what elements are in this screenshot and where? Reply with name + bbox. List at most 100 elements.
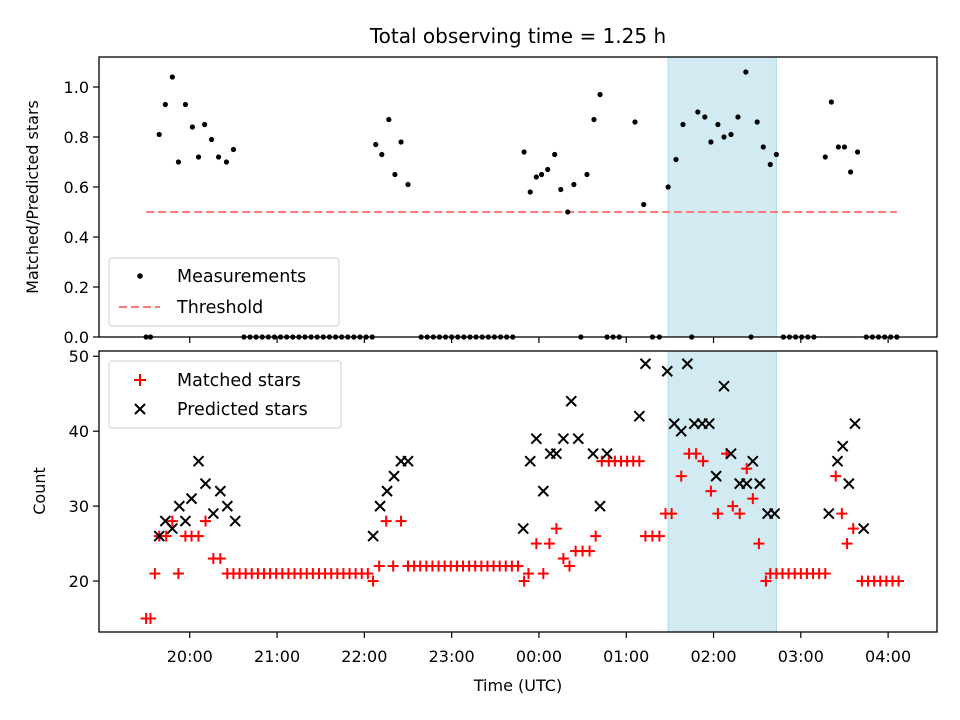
matched-star-point <box>522 568 534 580</box>
highlight-span-rect <box>667 56 777 338</box>
y-tick-label: 0.2 <box>64 278 89 297</box>
predicted-star-point <box>173 500 186 512</box>
bottom-legend-box <box>108 360 342 429</box>
predicted-star-point <box>572 432 584 445</box>
measurement-point <box>521 149 527 155</box>
top-y-axis-label: Matched/Predicted stars <box>23 100 42 294</box>
matched-star-point <box>512 560 524 572</box>
y-tick-label: 30 <box>69 497 89 516</box>
measurement-point <box>162 101 168 108</box>
measurement-point <box>182 101 189 108</box>
highlight-span-rect <box>667 350 777 633</box>
measurement-point <box>715 121 721 128</box>
measurement-point <box>665 184 671 190</box>
matched-star-point <box>199 515 211 527</box>
predicted-star-point <box>550 447 563 460</box>
predicted-star-point <box>530 432 543 445</box>
predicted-star-point <box>524 455 536 467</box>
matched-star-point <box>387 560 399 572</box>
measurement-point <box>230 146 237 153</box>
measurement-point <box>591 116 597 123</box>
matched-star-point <box>395 515 407 527</box>
x-tick-label: 04:00 <box>865 647 911 666</box>
y-tick-label: 20 <box>69 572 89 591</box>
predicted-stars-points <box>153 358 870 542</box>
bottom-x-ticks: 20:00 21:00 22:00 23:00 00:00 01:00 02:00 03:00… <box>167 632 911 666</box>
predicted-star-point <box>639 358 652 370</box>
predicted-star-point <box>823 507 835 520</box>
predicted-star-point <box>374 500 386 512</box>
matched-star-point <box>160 530 172 542</box>
y-tick-label: 40 <box>69 422 89 441</box>
top-panel: 0.0 0.2 0.4 0.6 0.8 1.0 Matched/Predicted sta… <box>23 56 938 347</box>
matched-star-point <box>747 493 759 505</box>
measurement-point <box>597 91 603 98</box>
measurement-point <box>835 144 841 150</box>
measurement-point <box>754 119 760 125</box>
predicted-star-point <box>661 365 673 377</box>
predicted-star-point <box>831 455 844 467</box>
matched-star-point <box>847 523 859 535</box>
measurement-point <box>202 121 208 128</box>
legend-predicted-marker <box>134 403 146 415</box>
matched-star-point <box>543 538 555 550</box>
x-tick-label: 01:00 <box>603 647 649 666</box>
measurement-point <box>673 156 679 163</box>
measurement-point <box>847 169 854 175</box>
bottom-legend: Matched stars Predicted stars <box>108 360 342 429</box>
predicted-star-point <box>601 447 613 460</box>
measurement-point <box>584 171 590 178</box>
y-tick-label: 0.4 <box>64 228 89 247</box>
predicted-star-point <box>517 522 529 535</box>
predicted-star-point <box>725 447 737 460</box>
matched-star-point <box>149 568 161 580</box>
matched-stars-points <box>140 448 905 625</box>
top-plot-frame <box>98 56 938 338</box>
measurement-point <box>215 154 222 160</box>
measurement-point <box>189 124 196 130</box>
legend-matched-marker <box>134 374 146 386</box>
measurement-point <box>209 136 215 143</box>
bottom-y-ticks: 20 30 40 50 <box>69 347 99 591</box>
matched-star-point <box>367 575 379 587</box>
measurement-point <box>721 134 727 140</box>
matched-star-point <box>584 545 596 557</box>
matched-star-point <box>166 515 178 527</box>
predicted-star-point <box>207 507 220 520</box>
matched-star-point <box>836 508 848 520</box>
measurement-point <box>854 149 861 155</box>
measurement-point <box>735 114 741 120</box>
predicted-star-point <box>179 515 192 527</box>
measurement-point <box>392 171 398 178</box>
predicted-star-point <box>402 455 414 467</box>
measurement-point <box>695 109 701 115</box>
matched-star-point <box>145 613 157 625</box>
predicted-star-point <box>587 447 599 460</box>
top-legend: Measurements Threshold <box>108 257 340 327</box>
bottom-y-axis-label: Count <box>30 467 49 515</box>
measurement-point <box>680 121 686 128</box>
predicted-star-point <box>192 455 205 467</box>
matched-star-point <box>830 470 842 482</box>
measurement-point <box>398 139 404 145</box>
measurement-point <box>223 159 230 165</box>
top-highlight-span <box>667 56 777 338</box>
y-tick-label: 0.8 <box>64 128 89 147</box>
measurement-point <box>538 171 545 178</box>
matched-star-point <box>380 515 392 527</box>
measurement-point <box>841 144 848 150</box>
matched-star-point <box>653 530 665 542</box>
matched-star-point <box>819 568 831 580</box>
measurement-point <box>641 201 647 208</box>
predicted-star-point <box>747 455 759 467</box>
predicted-star-point <box>199 477 212 490</box>
legend-predicted-label: Predicted stars <box>177 400 308 420</box>
matched-star-point <box>530 538 542 550</box>
measurement-point <box>760 144 766 150</box>
matched-star-point <box>666 508 678 520</box>
predicted-star-point <box>703 417 715 430</box>
matched-star-point <box>373 560 385 572</box>
predicted-star-point <box>537 485 550 497</box>
predicted-star-point <box>857 522 870 535</box>
